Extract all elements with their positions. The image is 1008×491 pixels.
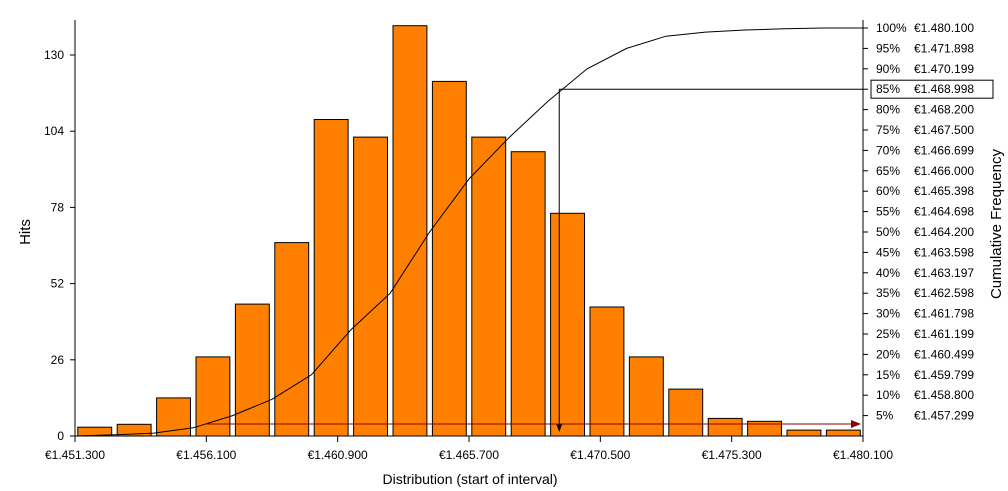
- x-axis-label: Distribution (start of interval): [382, 471, 557, 487]
- cumulative-pct-label: 50%: [876, 225, 900, 239]
- axes-layer: 0 26 52 78 104 130 €1.451.300 €1.456.100 €1.460.…: [44, 20, 994, 462]
- cumulative-pct-label: 40%: [876, 266, 900, 280]
- x-tick-label: €1.451.300: [45, 448, 105, 462]
- bar: [274, 242, 310, 437]
- bars-layer: [77, 25, 861, 437]
- cumulative-value-label: €1.470.199: [914, 62, 974, 76]
- cumulative-pct-label: 15%: [876, 368, 900, 382]
- cumulative-value-label: €1.466.699: [914, 143, 974, 157]
- cumulative-value-label: €1.464.698: [914, 205, 974, 219]
- percentile-arrowhead: [556, 424, 563, 432]
- y-tick-label: 104: [44, 124, 64, 138]
- cumulative-value-label: €1.465.398: [914, 184, 974, 198]
- bar: [510, 151, 546, 437]
- x-tick-label: €1.460.900: [308, 448, 368, 462]
- bar: [313, 119, 349, 437]
- cumulative-pct-label: 65%: [876, 164, 900, 178]
- bar: [825, 429, 861, 437]
- cumulative-pct-label: 75%: [876, 123, 900, 137]
- cumulative-value-label: €1.461.199: [914, 327, 974, 341]
- cumulative-pct-label: 60%: [876, 184, 900, 198]
- cumulative-pct-label: 100%: [876, 21, 907, 35]
- cumulative-value-label: €1.459.799: [914, 368, 974, 382]
- cumulative-value-label: €1.468.200: [914, 103, 974, 117]
- cumulative-value-label: €1.461.798: [914, 307, 974, 321]
- bar: [786, 429, 822, 437]
- y-tick-label: 130: [44, 48, 64, 62]
- bar: [668, 388, 704, 437]
- cumulative-value-label: €1.471.898: [914, 41, 974, 55]
- percentile-marker-layer: [206, 88, 863, 432]
- y2-axis-label: Cumulative Frequency: [988, 148, 1005, 299]
- y-tick-label: 52: [51, 277, 65, 291]
- x-tick-label: €1.475.300: [702, 448, 762, 462]
- bar: [628, 356, 664, 437]
- cumulative-value-label: €1.466.000: [914, 164, 974, 178]
- x-tick-label: €1.465.700: [439, 448, 499, 462]
- y-axis-label: Hits: [17, 219, 34, 245]
- cumulative-pct-label: 35%: [876, 286, 900, 300]
- bar: [550, 212, 585, 437]
- cumulative-value-label: €1.462.598: [914, 286, 974, 300]
- cumulative-pct-label: 80%: [876, 103, 900, 117]
- y-tick-label: 26: [51, 353, 65, 367]
- bar: [471, 136, 507, 437]
- bar: [707, 417, 743, 437]
- cumulative-pct-label: 95%: [876, 41, 900, 55]
- range-arrowhead: [851, 420, 861, 428]
- bar: [156, 397, 192, 437]
- cumulative-value-label: €1.460.499: [914, 347, 974, 361]
- bar: [234, 303, 270, 437]
- y-tick-label: 0: [57, 429, 64, 443]
- bar: [195, 356, 231, 437]
- x-tick-label: €1.470.500: [570, 448, 630, 462]
- cumulative-value-label: €1.468.998: [914, 82, 974, 96]
- cumulative-value-label: €1.464.200: [914, 225, 974, 239]
- cumulative-value-label: €1.480.100: [914, 21, 974, 35]
- cumulative-value-label: €1.457.299: [914, 409, 974, 423]
- highlighted-level-box: [870, 79, 994, 99]
- cumulative-pct-label: 55%: [876, 205, 900, 219]
- bar: [392, 25, 428, 437]
- cumulative-pct-label: 10%: [876, 388, 900, 402]
- cumulative-pct-label: 20%: [876, 347, 900, 361]
- bar: [589, 306, 625, 437]
- labels-layer: Hits Distribution (start of interval) Cu…: [17, 148, 1005, 487]
- cumulative-value-label: €1.463.598: [914, 245, 974, 259]
- cumulative-value-label: €1.458.800: [914, 388, 974, 402]
- cumulative-pct-label: 45%: [876, 245, 900, 259]
- cumulative-pct-label: 85%: [876, 82, 900, 96]
- cumulative-value-label: €1.463.197: [914, 266, 974, 280]
- cumulative-pct-label: 70%: [876, 143, 900, 157]
- x-tick-label: €1.456.100: [176, 448, 236, 462]
- x-tick-label: €1.480.100: [833, 448, 893, 462]
- y-tick-label: 78: [51, 200, 65, 214]
- cumulative-value-label: €1.467.500: [914, 123, 974, 137]
- bar: [353, 136, 389, 437]
- cumulative-pct-label: 25%: [876, 327, 900, 341]
- cumulative-pct-label: 30%: [876, 307, 900, 321]
- bar: [431, 80, 467, 437]
- cumulative-pct-label: 90%: [876, 62, 900, 76]
- cumulative-pct-label: 5%: [876, 409, 894, 423]
